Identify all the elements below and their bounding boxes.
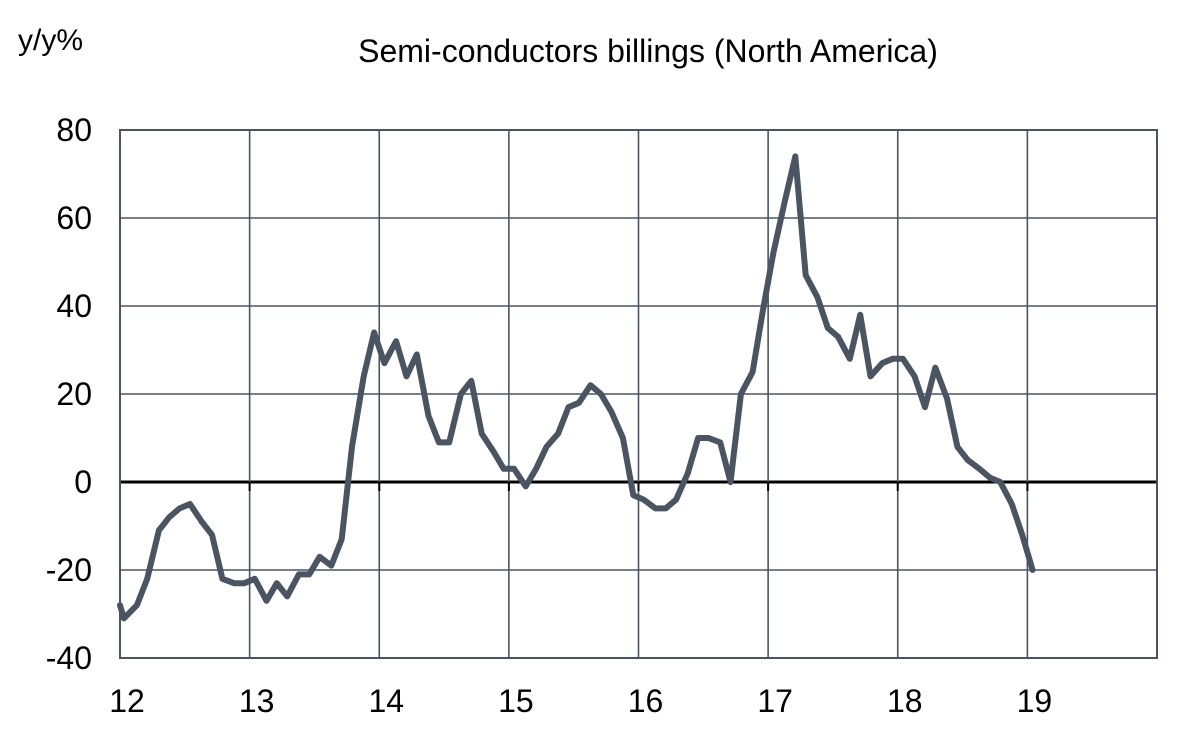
- y-tick-label: 20: [56, 376, 92, 412]
- x-tick-label: 14: [368, 683, 404, 719]
- y-tick-label: -40: [46, 640, 92, 676]
- y-tick-label: 80: [56, 112, 92, 148]
- series-line: [117, 153, 1036, 622]
- x-tick-label: 13: [239, 683, 275, 719]
- chart-title: Semi-conductors billings (North America): [358, 33, 938, 69]
- x-tick-label: 19: [1017, 683, 1053, 719]
- x-tick-label: 16: [628, 683, 664, 719]
- y-tick-labels: 80 60 40 20 0 -20 -40: [46, 112, 92, 676]
- plot-border: [119, 129, 1158, 659]
- x-tick-labels: 12 13 14 15 16 17 18 19: [109, 683, 1052, 719]
- series-layer: [117, 153, 1036, 622]
- x-tick-label: 15: [498, 683, 534, 719]
- y-tick-label: -20: [46, 552, 92, 588]
- y-tick-label: 0: [74, 464, 92, 500]
- y-axis-unit-label: y/y%: [18, 24, 83, 57]
- x-tick-label: 17: [757, 683, 793, 719]
- y-tick-label: 40: [56, 288, 92, 324]
- gridlines: [119, 129, 1158, 659]
- x-tick-label: 18: [887, 683, 923, 719]
- y-tick-label: 60: [56, 200, 92, 236]
- x-tick-label: 12: [109, 683, 145, 719]
